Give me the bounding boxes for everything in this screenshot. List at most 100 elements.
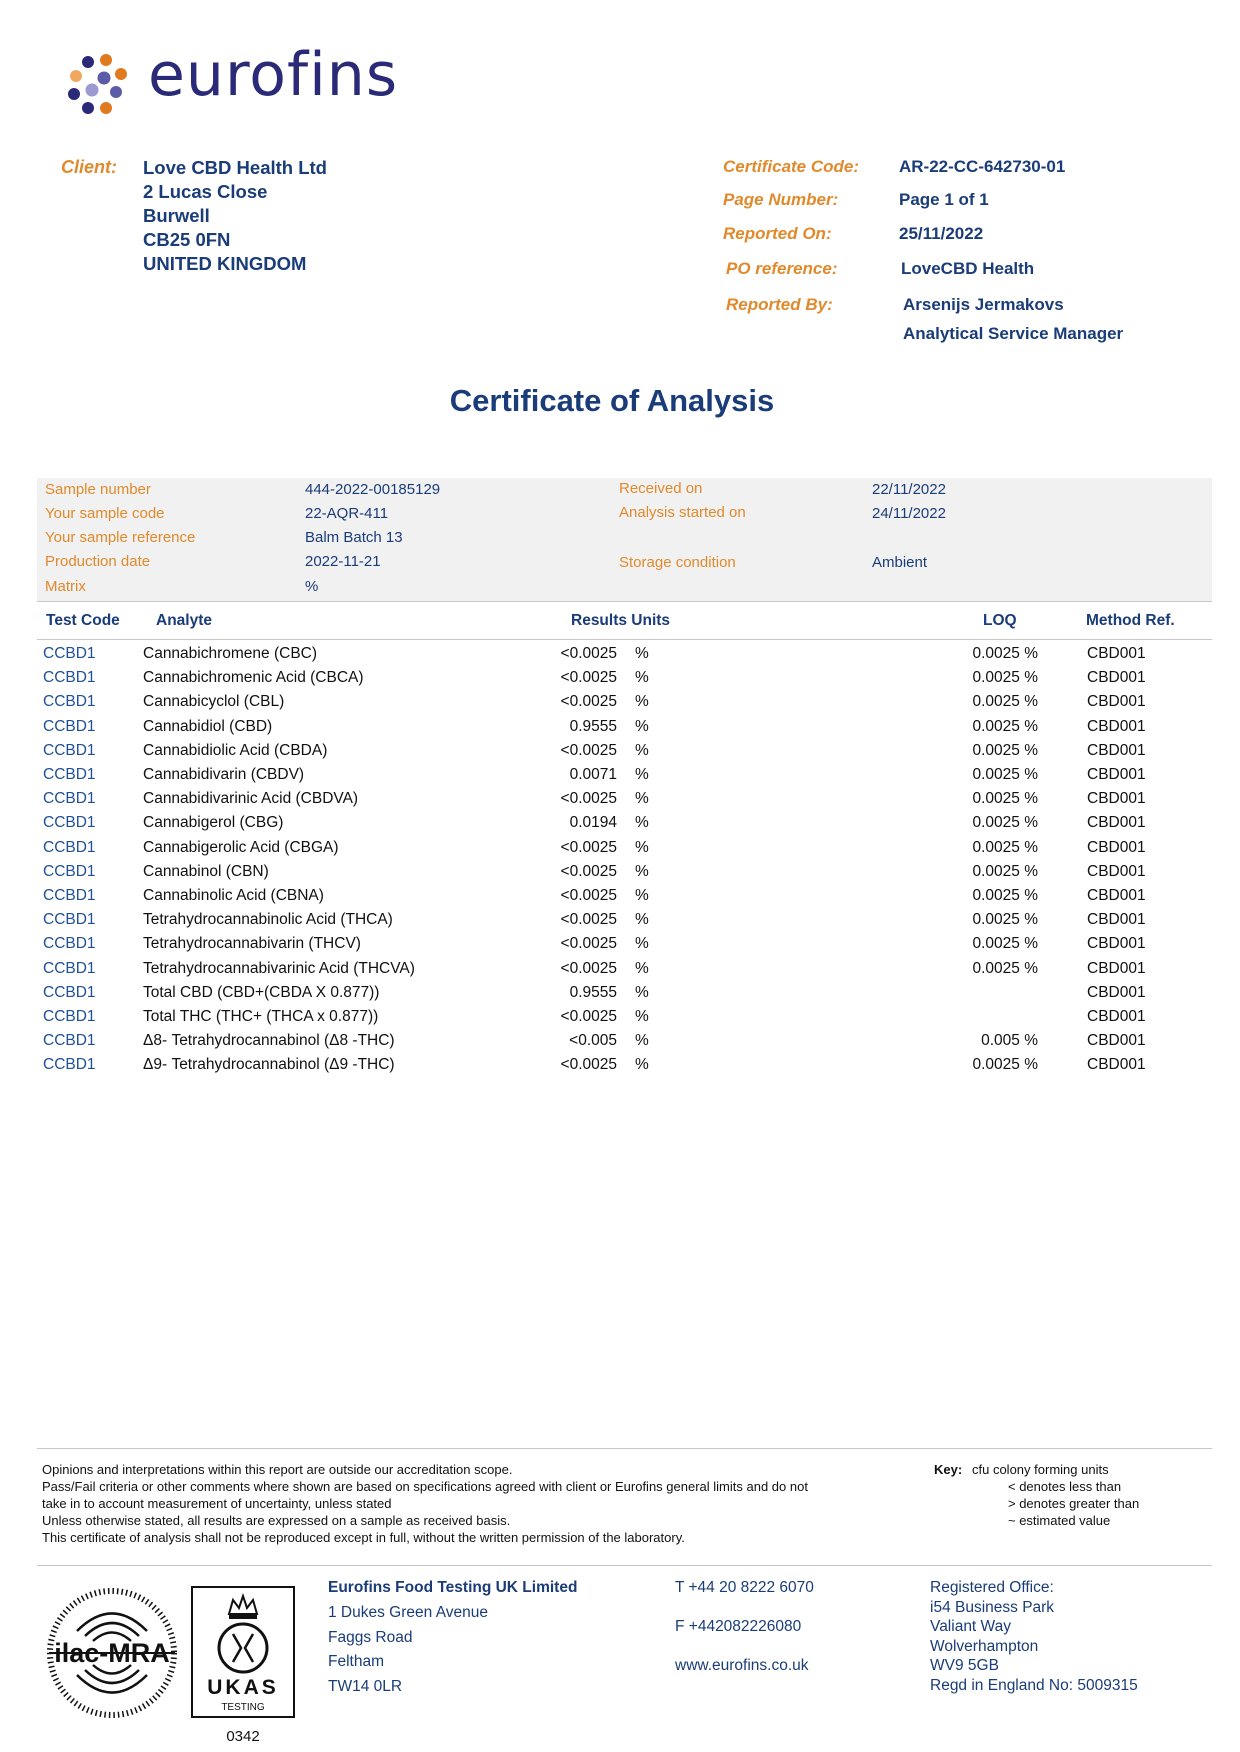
loq-value: 0.0025 % [972,862,1039,880]
method-ref: CBD001 [1087,838,1146,856]
note-line: This certificate of analysis shall not b… [42,1530,685,1545]
received-on-label: Received on [619,480,703,497]
sample-number-value: 444-2022-00185129 [305,481,441,498]
loq-value: 0.0025 % [972,766,1039,783]
result-value: <0.0025 [560,741,617,759]
result-value: <0.0025 [560,1008,617,1025]
analyte: Δ8- Tetrahydrocannabinol (Δ8 -THC) [143,1032,395,1050]
method-ref: CBD001 [1087,766,1146,783]
notes-divider [37,1448,1212,1449]
client-address-line: CB25 0FN [143,229,231,250]
result-value: <0.005 [569,1032,617,1050]
result-value: <0.0025 [560,959,617,977]
analyte: Δ9- Tetrahydrocannabinol (Δ9 -THC) [143,1056,395,1074]
test-code: CCBD1 [43,645,96,662]
analyte: Cannabinol (CBN) [143,862,269,880]
reported-by-role: Analytical Service Manager [903,324,1124,343]
registered-office-label: Registered Office: [930,1579,1054,1596]
analyte: Cannabicyclol (CBL) [143,693,285,711]
test-code: CCBD1 [43,911,96,929]
note-line: Opinions and interpretations within this… [42,1462,513,1477]
table-row: CCBD1 Δ8- Tetrahydrocannabinol (Δ8 -THC) <… [0,1032,1240,1056]
client-label: Client: [61,157,117,177]
table-row: CCBD1 Cannabidivarinic Acid (CBDVA) <0.002… [0,790,1240,814]
loq-value: 0.0025 % [972,693,1039,711]
result-unit: % [635,887,649,904]
loq-value: 0.0025 % [972,814,1039,832]
result-unit: % [635,1056,649,1074]
key-item: ~ estimated value [1008,1513,1111,1528]
test-code: CCBD1 [43,790,96,808]
test-code: CCBD1 [43,717,96,735]
result-unit: % [635,838,649,856]
loq-value: 0.0025 % [972,717,1039,735]
ukas-crown-icon [217,1592,269,1674]
table-row: CCBD1 Total THC (THC+ (THCA x 0.877)) <0.0… [0,1008,1240,1032]
test-code: CCBD1 [43,741,96,759]
method-ref: CBD001 [1087,983,1146,1001]
analysis-started-label: Analysis started on [619,504,746,521]
table-row: CCBD1 Tetrahydrocannabivarin (THCV) <0.002… [0,935,1240,959]
analyte: Cannabigerolic Acid (CBGA) [143,838,339,856]
column-header-loq: LOQ [983,612,1017,629]
production-date-value: 2022-11-21 [305,553,381,570]
registered-office-line: Wolverhampton [930,1638,1039,1655]
table-row: CCBD1 Cannabicyclol (CBL) <0.0025% 0.0025 %… [0,693,1240,717]
reported-by-label: Reported By: [726,295,833,314]
result-unit: % [635,862,649,880]
table-row: CCBD1 Cannabidiolic Acid (CBDA) <0.0025% 0.… [0,742,1240,766]
loq-value: 0.0025 % [972,935,1039,953]
column-header-analyte: Analyte [156,612,212,629]
analysis-started-value: 24/11/2022 [872,505,946,522]
loq-value: 0.0025 % [972,887,1039,904]
result-value: <0.0025 [560,790,617,808]
registered-office-line: i54 Business Park [930,1599,1055,1616]
company-address-line: Feltham [328,1653,384,1670]
page-number-label: Page Number: [723,190,839,209]
table-header-divider [37,639,1212,640]
table-row: CCBD1 Δ9- Tetrahydrocannabinol (Δ9 -THC) <… [0,1056,1240,1080]
reported-on-value: 25/11/2022 [899,224,984,243]
result-value: 0.9555 [569,717,617,735]
company-address-line: Faggs Road [328,1629,413,1646]
client-name: Love CBD Health Ltd [143,157,327,178]
loq-value: 0.0025 % [972,790,1039,808]
ukas-wordmark: UKAS [207,1676,279,1699]
table-row: CCBD1 Cannabidiol (CBD) 0.9555% 0.0025 % CBD… [0,718,1240,742]
method-ref: CBD001 [1087,814,1146,832]
result-value: <0.0025 [560,887,617,904]
method-ref: CBD001 [1087,935,1146,953]
table-row: CCBD1 Cannabigerol (CBG) 0.0194% 0.0025 % CB… [0,814,1240,838]
reported-on-label: Reported On: [723,224,832,243]
key-item: > denotes greater than [1008,1496,1140,1511]
result-unit: % [635,790,649,808]
company-address-line: TW14 0LR [328,1678,403,1695]
method-ref: CBD001 [1087,1056,1146,1074]
method-ref: CBD001 [1087,1032,1146,1050]
method-ref: CBD001 [1087,887,1146,904]
sample-reference-value: Balm Batch 13 [305,529,403,546]
analyte: Cannabidiol (CBD) [143,717,273,735]
loq-value: 0.0025 % [972,959,1039,977]
note-line: Unless otherwise stated, all results are… [42,1513,511,1528]
eurofins-logo: eurofins [66,40,397,122]
analyte: Total CBD (CBD+(CBDA X 0.877)) [143,983,380,1001]
test-code: CCBD1 [43,1032,96,1050]
analyte: Tetrahydrocannabivarinic Acid (THCVA) [143,959,415,977]
result-unit: % [635,1032,649,1050]
result-value: <0.0025 [560,838,617,856]
result-unit: % [635,693,649,711]
loq-value: 0.0025 % [972,669,1039,687]
website-link[interactable]: www.eurofins.co.uk [675,1657,809,1674]
note-line: Pass/Fail criteria or other comments whe… [42,1479,808,1494]
registration-number: Regd in England No: 5009315 [930,1677,1138,1694]
column-header-results-units: Results Units [571,612,671,629]
table-row: CCBD1 Cannabichromene (CBC) <0.0025% 0.0025… [0,645,1240,669]
matrix-label: Matrix [45,578,86,595]
result-value: <0.0025 [560,911,617,929]
table-row: CCBD1 Tetrahydrocannabivarinic Acid (THCV… [0,960,1240,984]
loq-value: 0.0025 % [972,911,1039,929]
result-unit: % [635,645,649,662]
sample-number-label: Sample number [45,481,151,498]
sample-reference-label: Your sample reference [45,529,196,546]
